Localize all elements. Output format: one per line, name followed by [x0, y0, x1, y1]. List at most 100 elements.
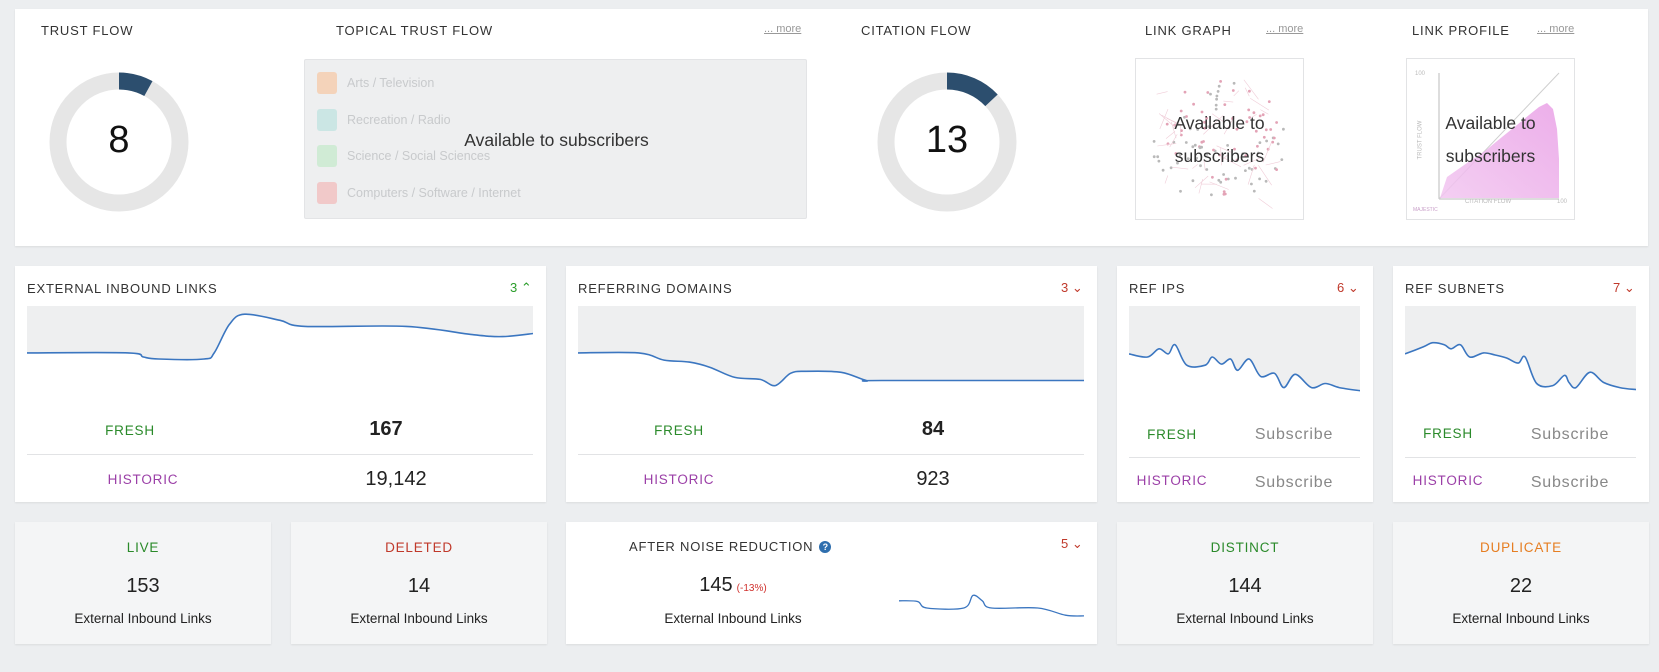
topical-trust-flow-more-link[interactable]: ... more — [764, 23, 802, 35]
citation-flow-value: 13 — [925, 119, 969, 161]
fresh-value[interactable]: 84 — [921, 418, 945, 440]
sparkline-chart[interactable] — [1129, 306, 1360, 408]
link-profile-more-link[interactable]: ... more — [1537, 23, 1575, 35]
lp-y-tick: 100 — [1415, 71, 1426, 77]
distinct-value: 144 — [1228, 575, 1262, 597]
card-title: REFERRING DOMAINS — [578, 281, 733, 296]
noise-sparkline[interactable] — [899, 590, 1084, 626]
chevron-down-icon: ⌄ — [1344, 280, 1359, 295]
noise-sub: External Inbound Links — [664, 611, 802, 626]
historic-value[interactable]: 19,142 — [365, 468, 427, 490]
noise-value: 145 (-13%) — [699, 574, 767, 596]
ttf-subscribers-overlay[interactable]: Available to subscribers — [464, 130, 649, 150]
trend-indicator[interactable]: 3 ⌄ — [1061, 280, 1083, 295]
trend-indicator[interactable]: 5 ⌄ — [1061, 536, 1083, 551]
noise-label: AFTER NOISE REDUCTION? — [629, 539, 832, 554]
historic-label: HISTORIC — [107, 472, 179, 487]
ttf-swatch — [317, 109, 337, 131]
citation-flow-label: CITATION FLOW — [861, 23, 972, 38]
fresh-label: FRESH — [1423, 426, 1473, 441]
ttf-swatch — [317, 182, 337, 204]
sparkline-chart[interactable] — [27, 306, 533, 408]
distinct-links-card[interactable]: DISTINCT 144 External Inbound Links — [1117, 522, 1373, 644]
link-profile-subscribers-overlay: Available to subscribers — [1445, 113, 1536, 166]
ttf-swatch — [317, 145, 337, 167]
card-title: REF SUBNETS — [1405, 281, 1505, 296]
sparkline-svg — [1405, 341, 1636, 408]
topical-trust-flow-box: Arts / Television Recreation / Radio Sci… — [304, 59, 807, 219]
link-graph-subscribers-overlay: Available to subscribers — [1174, 113, 1265, 166]
historic-subscribe-link[interactable]: Subscribe — [1530, 474, 1610, 491]
external-inbound-links-card: EXTERNAL INBOUND LINKS 3 ⌃ FRESH 167 HIS… — [15, 266, 546, 502]
fresh-subscribe-link[interactable]: Subscribe — [1254, 426, 1334, 443]
trust-flow-label: TRUST FLOW — [41, 23, 134, 38]
noise-reduction-card: AFTER NOISE REDUCTION? 5 ⌄ 145 (-13%) Ext… — [566, 522, 1097, 644]
sparkline-chart[interactable] — [578, 306, 1084, 408]
trust-flow-donut[interactable] — [49, 72, 189, 212]
trend-indicator[interactable]: 3 ⌃ — [510, 280, 532, 295]
sparkline-svg — [578, 351, 1084, 408]
card-title: REF IPS — [1129, 281, 1186, 296]
link-graph-scatter — [1152, 79, 1285, 209]
historic-label: HISTORIC — [1412, 473, 1484, 488]
chevron-down-icon: ⌄ — [1068, 280, 1083, 295]
link-graph-label: LINK GRAPH — [1145, 23, 1232, 38]
link-graph-thumbnail[interactable]: Available to subscribers — [1135, 58, 1304, 220]
ttf-item: Arts / Television — [317, 71, 434, 95]
duplicate-value: 22 — [1509, 575, 1533, 597]
summary-card: TRUST FLOW 8 TOPICAL TRUST FLOW ... more… — [15, 9, 1648, 246]
citation-flow-donut[interactable] — [877, 72, 1017, 212]
duplicate-label: DUPLICATE — [1480, 540, 1562, 555]
card-title: EXTERNAL INBOUND LINKS — [27, 281, 218, 296]
historic-value[interactable]: 923 — [916, 468, 950, 490]
live-sub: External Inbound Links — [74, 611, 212, 626]
trend-indicator[interactable]: 6 ⌄ — [1337, 280, 1359, 295]
help-icon[interactable]: ? — [819, 541, 832, 553]
lp-x-tick: 100 — [1557, 199, 1568, 205]
ttf-item: Computers / Software / Internet — [317, 181, 521, 205]
divider — [578, 454, 1084, 455]
live-links-card[interactable]: LIVE 153 External Inbound Links — [15, 522, 271, 644]
ttf-item: Recreation / Radio — [317, 108, 451, 132]
sparkline-svg — [27, 313, 533, 408]
trust-flow-value: 8 — [108, 119, 130, 161]
sparkline-chart[interactable] — [1405, 306, 1636, 408]
deleted-sub: External Inbound Links — [350, 611, 488, 626]
ttf-item: Science / Social Sciences — [317, 144, 490, 168]
live-value: 153 — [126, 575, 160, 597]
chevron-down-icon: ⌄ — [1068, 536, 1083, 551]
referring-domains-card: REFERRING DOMAINS 3 ⌄ FRESH 84 HISTORIC … — [566, 266, 1097, 502]
chevron-up-icon: ⌃ — [517, 280, 532, 295]
link-profile-plot — [1438, 72, 1560, 200]
deleted-label: DELETED — [385, 540, 453, 555]
deleted-links-card[interactable]: DELETED 14 External Inbound Links — [291, 522, 547, 644]
historic-label: HISTORIC — [643, 472, 715, 487]
deleted-value: 14 — [407, 575, 431, 597]
duplicate-links-card[interactable]: DUPLICATE 22 External Inbound Links — [1393, 522, 1649, 644]
majestic-logo: MAJESTIC — [1413, 207, 1438, 213]
distinct-label: DISTINCT — [1210, 540, 1280, 555]
live-label: LIVE — [126, 540, 160, 555]
distinct-sub: External Inbound Links — [1176, 611, 1314, 626]
fresh-value[interactable]: 167 — [369, 418, 403, 440]
chevron-down-icon: ⌄ — [1620, 280, 1635, 295]
trend-indicator[interactable]: 7 ⌄ — [1613, 280, 1635, 295]
link-profile-label: LINK PROFILE — [1412, 23, 1510, 38]
historic-label: HISTORIC — [1136, 473, 1208, 488]
link-graph-more-link[interactable]: ... more — [1266, 23, 1304, 35]
fresh-subscribe-link[interactable]: Subscribe — [1530, 426, 1610, 443]
divider — [1129, 457, 1360, 458]
duplicate-sub: External Inbound Links — [1452, 611, 1590, 626]
divider — [27, 454, 533, 455]
historic-subscribe-link[interactable]: Subscribe — [1254, 474, 1334, 491]
noise-percent: (-13%) — [736, 583, 767, 594]
fresh-label: FRESH — [1147, 427, 1197, 442]
ref-ips-card: REF IPS 6 ⌄ FRESH Subscribe HISTORIC Sub… — [1117, 266, 1373, 502]
link-profile-thumbnail[interactable]: TRUST FLOW CITATION FLOW 100 100 MAJESTI… — [1406, 58, 1575, 220]
ref-subnets-card: REF SUBNETS 7 ⌄ FRESH Subscribe HISTORIC… — [1393, 266, 1649, 502]
ttf-swatch — [317, 72, 337, 94]
fresh-label: FRESH — [654, 423, 704, 438]
topical-trust-flow-label: TOPICAL TRUST FLOW — [336, 23, 493, 38]
divider — [1405, 457, 1636, 458]
fresh-label: FRESH — [105, 423, 155, 438]
